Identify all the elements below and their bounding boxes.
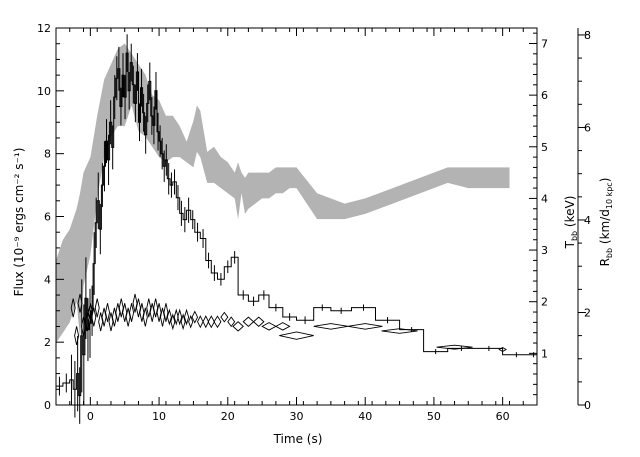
radius-diamond xyxy=(313,323,349,330)
radius-diamond xyxy=(498,346,507,353)
radius-diamond xyxy=(94,298,100,318)
radius-diamond xyxy=(142,307,148,327)
radius-diamond xyxy=(242,316,255,327)
radius-diamond xyxy=(252,316,265,327)
radius-diamond xyxy=(74,326,80,345)
radius-diamond xyxy=(84,312,90,332)
radius-diamond xyxy=(347,323,383,330)
radius-diamond xyxy=(177,308,183,326)
flux-tick-label: 6 xyxy=(44,211,51,224)
radius-diamond xyxy=(163,303,169,322)
radius-label-rest2: ) xyxy=(598,178,612,183)
temperature-band xyxy=(56,43,510,343)
x-tick-label: 50 xyxy=(427,410,441,423)
radius-diamond xyxy=(207,315,215,329)
radius-label-rest1: (km/d xyxy=(598,209,612,248)
x-tick-label: 20 xyxy=(221,410,235,423)
radius-tick-label: 0 xyxy=(584,399,591,412)
temperature-tick-label: 1 xyxy=(541,347,548,360)
radius-diamond xyxy=(274,322,291,331)
radius-diamond xyxy=(77,293,83,313)
x-tick-label: 60 xyxy=(496,410,510,423)
temperature-band-layer xyxy=(56,43,510,343)
radius-diamond xyxy=(227,316,236,328)
x-tick-label: 10 xyxy=(152,410,166,423)
temperature-axis-label: Tbb (keV) xyxy=(563,196,579,250)
radius-diamond xyxy=(184,308,190,326)
flux-tick-label: 2 xyxy=(44,336,51,349)
radius-diamond xyxy=(70,298,76,318)
radius-diamond xyxy=(436,344,473,350)
temperature-tick-label: 4 xyxy=(541,192,548,205)
x-tick-label: 30 xyxy=(290,410,304,423)
flux-axis-label: Flux (10⁻⁹ ergs cm⁻² s⁻¹) xyxy=(12,148,26,297)
temperature-label-rest: (keV) xyxy=(563,196,577,231)
radius-diamond xyxy=(213,315,222,329)
radius-tick-label: 8 xyxy=(584,29,591,42)
radius-diamonds-layer xyxy=(70,293,507,353)
x-axis-label: Time (s) xyxy=(273,432,323,446)
temperature-label-main: T xyxy=(563,240,577,249)
radius-diamond xyxy=(188,314,194,329)
radius-diamond xyxy=(191,310,199,324)
radius-diamond xyxy=(279,331,314,340)
temperature-tick-label: 7 xyxy=(541,37,548,50)
radius-diamond xyxy=(129,303,135,322)
flux-tick-label: 4 xyxy=(44,273,51,286)
temperature-tick-label: 2 xyxy=(541,296,548,309)
flux-tick-label: 8 xyxy=(44,148,51,161)
flux-histogram xyxy=(56,52,537,397)
radius-diamond xyxy=(180,313,186,331)
flux-tick-label: 0 xyxy=(44,399,51,412)
radius-diamond xyxy=(197,315,204,329)
radius-label-sub: bb xyxy=(605,248,614,258)
x-tick-label: 0 xyxy=(87,410,94,423)
radius-diamond xyxy=(220,311,229,323)
flux-tick-label: 10 xyxy=(37,85,51,98)
radius-diamond xyxy=(170,313,176,331)
flux-tick-label: 12 xyxy=(37,22,51,35)
flux-histogram-layer xyxy=(56,34,537,424)
radius-diamond xyxy=(166,308,172,326)
radius-tick-label: 2 xyxy=(584,306,591,319)
radius-axis-label: Rbb (km/d10 kpc) xyxy=(598,178,614,267)
radius-label-main: R xyxy=(598,258,612,266)
radius-label-sub2: 10 kpc xyxy=(605,182,614,209)
radius-diamond xyxy=(105,303,110,322)
radius-tick-label: 6 xyxy=(584,121,591,134)
temperature-label-sub: bb xyxy=(570,231,579,241)
radius-diamond xyxy=(261,322,277,331)
radius-diamond xyxy=(91,307,97,327)
x-tick-label: 40 xyxy=(358,410,372,423)
temperature-tick-label: 5 xyxy=(541,141,548,154)
temperature-tick-label: 3 xyxy=(541,244,548,257)
radius-tick-label: 4 xyxy=(584,214,591,227)
temperature-tick-label: 6 xyxy=(541,89,548,102)
radius-diamond xyxy=(232,321,244,332)
radius-diamond xyxy=(381,328,418,334)
radius-diamond xyxy=(173,308,179,326)
